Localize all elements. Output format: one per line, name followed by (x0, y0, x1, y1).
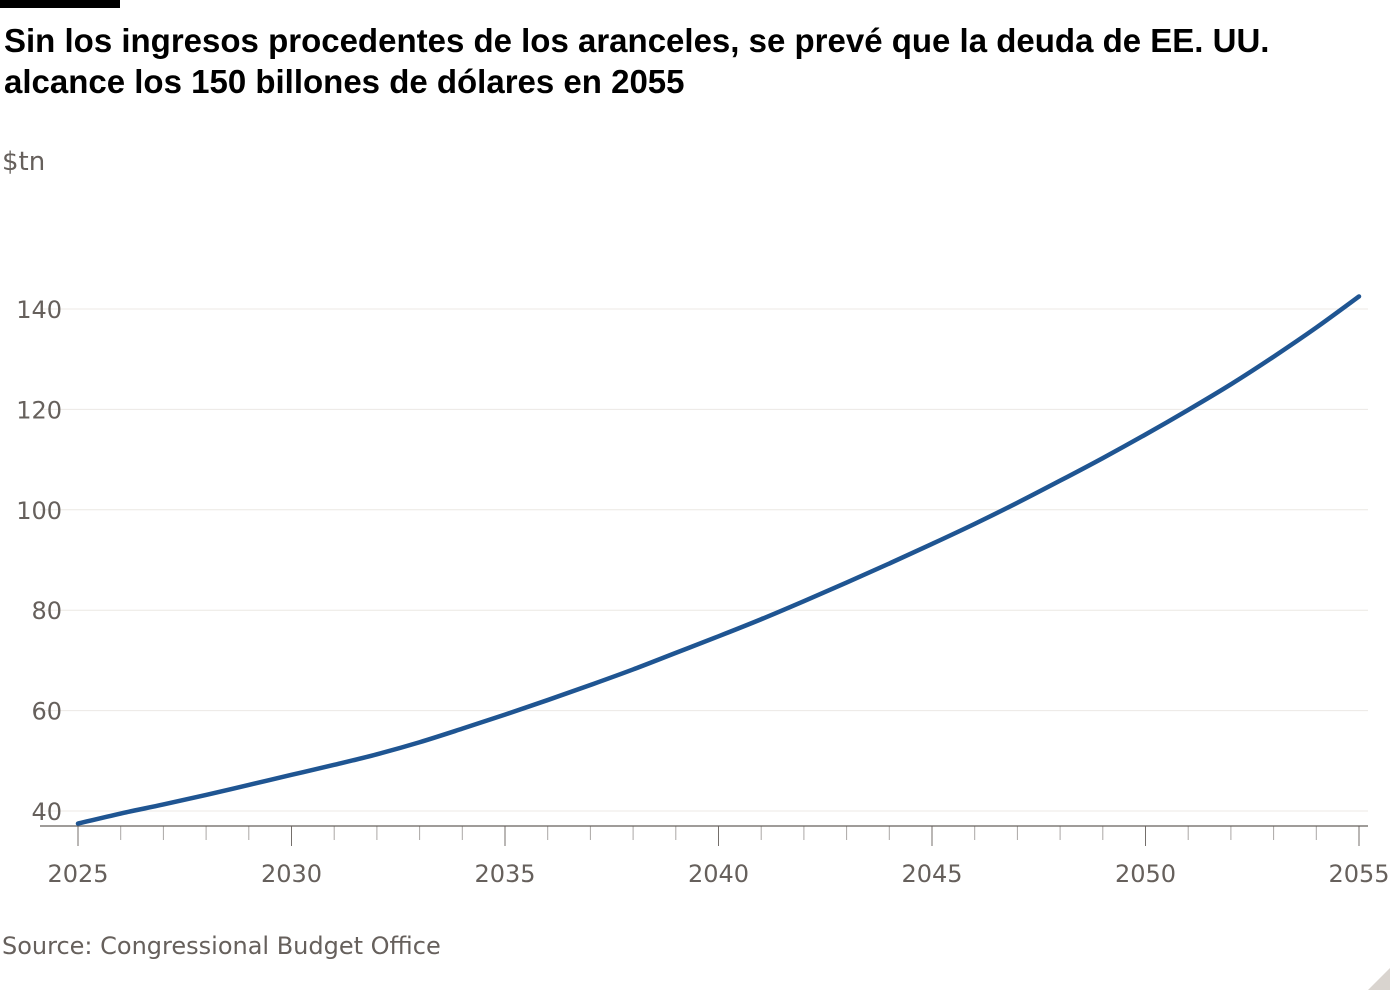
y-axis-tick-labels: 40 60 80 100 120 140 (16, 296, 62, 826)
y-tick-label-40: 40 (31, 798, 62, 826)
series-lines (75, 294, 1362, 826)
y-tick-label-140: 140 (16, 296, 62, 324)
y-tick-label-120: 120 (16, 396, 62, 424)
y-tick-label-60: 60 (31, 698, 62, 726)
series-line-0 (75, 294, 1362, 826)
line-chart: 40 60 80 100 120 140 2025 2030 2035 2040 2045 2050… (16, 294, 1390, 888)
x-tick-label-2030: 2030 (261, 860, 322, 888)
y-axis-unit-label: $tn (2, 147, 46, 177)
source-note: Source: Congressional Budget Office (2, 932, 441, 960)
corner-fold-mark (1368, 968, 1390, 990)
y-tick-label-80: 80 (31, 597, 62, 625)
gridlines (40, 308, 1368, 812)
y-tick-label-100: 100 (16, 497, 62, 525)
x-tick-label-2050: 2050 (1115, 860, 1176, 888)
x-axis (40, 825, 1368, 846)
x-tick-label-2045: 2045 (901, 860, 962, 888)
x-tick-label-2035: 2035 (474, 860, 535, 888)
x-axis-tick-labels: 2025 2030 2035 2040 2045 2050 2055 (47, 860, 1389, 888)
x-tick-label-2025: 2025 (47, 860, 108, 888)
brand-bar (0, 0, 120, 8)
x-tick-label-2055: 2055 (1328, 860, 1389, 888)
chart-title: Sin los ingresos procedentes de los aran… (4, 22, 1270, 100)
x-tick-label-2040: 2040 (688, 860, 749, 888)
